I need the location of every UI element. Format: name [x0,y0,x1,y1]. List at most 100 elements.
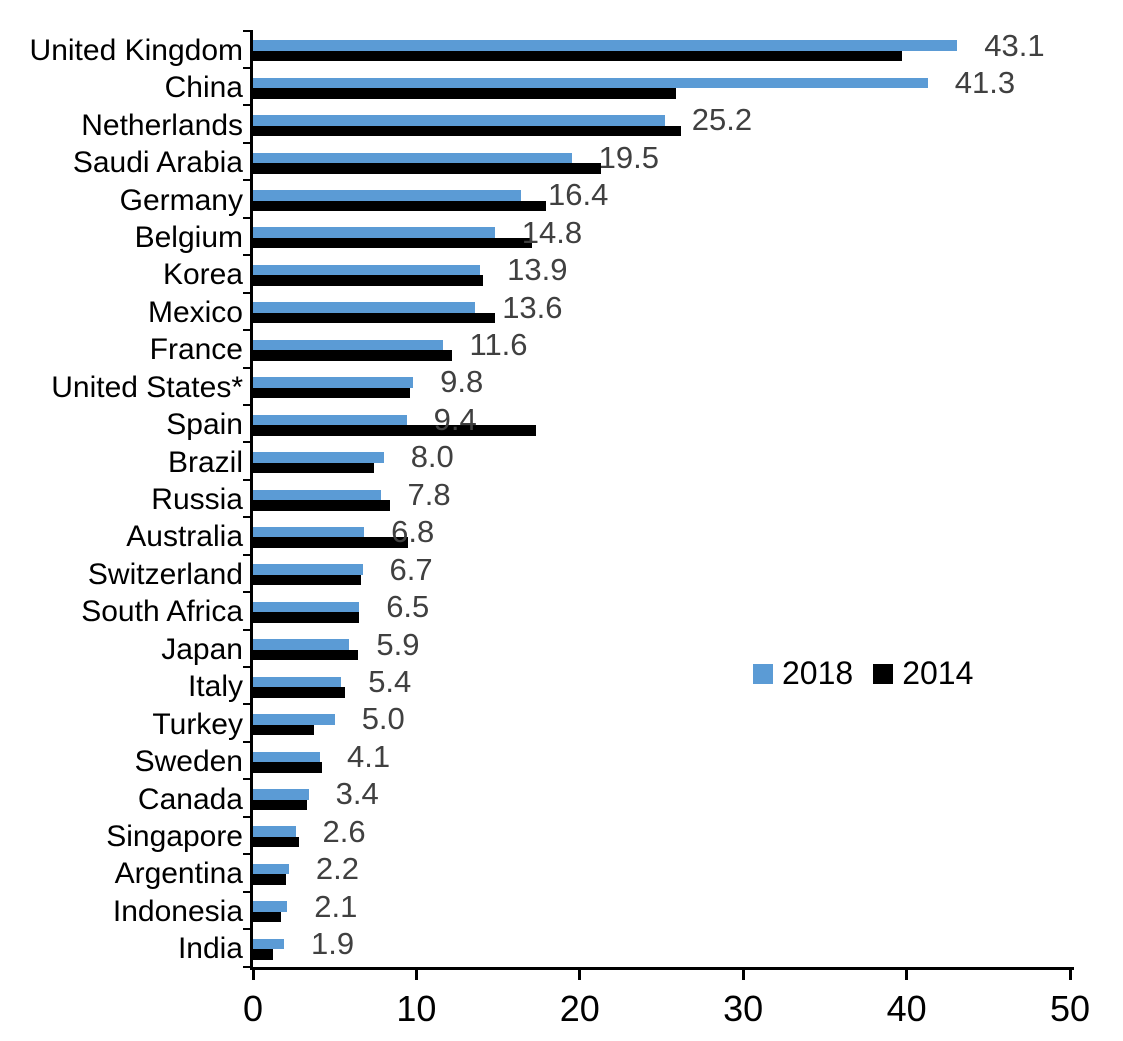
category-label: Turkey [152,707,243,741]
legend-label-2018: 2018 [782,655,854,691]
category-tick [243,666,253,668]
legend-item-2014: 2014 [873,655,973,692]
bar-2014 [253,312,495,324]
category-label: Belgium [134,220,243,254]
bar-2018 [253,601,360,613]
bar-2014 [253,200,546,211]
category-tick [243,66,253,69]
value-label: 13.6 [502,289,563,325]
category-tick [243,29,253,32]
x-tick-label: 50 [1049,988,1091,1029]
value-label: 2.1 [314,888,358,924]
category-label: Netherlands [81,108,243,142]
category-label: United States* [51,370,243,404]
category-label: Spain [166,408,243,442]
bar-2014 [253,612,360,623]
x-axis-tick [741,966,745,980]
category-label: South Africa [81,595,243,629]
value-label: 2.2 [315,851,359,887]
x-tick-label: 0 [242,988,264,1029]
bar-2018 [253,152,572,163]
bar-2018 [253,751,320,763]
value-label: 14.8 [521,214,583,250]
category-tick [243,441,253,444]
bar-2018 [253,227,495,238]
bar-2018 [253,714,335,725]
y-axis-line [250,30,253,970]
category-label: Singapore [106,819,243,853]
bar-2014 [253,649,358,661]
category-label: Japan [161,632,243,666]
category-label: China [164,71,243,105]
bar-2014 [253,425,536,436]
category-label: Germany [119,183,243,217]
bar-2018 [253,863,289,875]
category-tick [243,478,253,481]
category-label: Switzerland [87,557,243,591]
value-label: 6.7 [389,551,433,587]
value-label: 6.8 [391,514,435,550]
category-tick [243,853,253,856]
bar-2014 [253,387,410,399]
bar-2014 [253,50,902,62]
category-tick [243,366,253,369]
x-axis-tick [1068,966,1072,980]
bar-2018 [253,190,521,201]
value-label: 19.5 [598,139,659,175]
bar-2014 [253,836,299,848]
bar-2014 [253,163,601,174]
bar-2014 [253,125,682,137]
category-label: France [149,333,243,367]
bar-2014 [253,237,533,249]
x-axis-line [250,966,1074,970]
bar-2014 [253,574,361,586]
bar-2014 [253,799,307,810]
bar-2014 [253,88,677,99]
legend-item-2018: 2018 [753,655,853,692]
value-label: 4.1 [347,738,391,774]
value-label: 43.1 [984,27,1045,63]
legend-label-2014: 2014 [902,655,974,691]
value-label: 5.4 [368,663,412,699]
bar-2018 [253,339,443,351]
category-tick [243,778,253,781]
category-tick [243,179,253,182]
bar-2018 [253,452,384,463]
category-tick [243,628,253,631]
value-label: 16.4 [548,177,609,213]
category-label: India [177,932,243,966]
bar-2014 [253,724,314,736]
x-axis-tick [414,966,418,980]
value-label: 11.6 [469,327,528,362]
bar-2018 [253,489,381,500]
category-tick [243,591,253,594]
chart-legend: 2018 2014 [753,655,973,692]
x-axis-tick [905,966,909,980]
value-label: 1.9 [311,926,355,961]
bar-2018 [253,901,288,912]
value-label: 7.8 [407,476,451,512]
bar-2018 [253,639,350,650]
category-label: Italy [187,670,243,704]
category-tick [243,403,253,406]
bar-2018 [253,526,365,538]
value-label: 25.2 [691,102,753,138]
bar-2014 [253,874,286,885]
category-tick [243,703,253,706]
category-tick [243,553,253,556]
bar-2018 [253,789,309,800]
category-label: United Kingdom [29,33,243,67]
x-axis-tick [251,966,255,980]
value-label: 2.6 [322,813,366,849]
x-tick-label: 30 [723,988,764,1029]
category-label: Argentina [114,857,243,891]
category-label: Indonesia [112,894,243,928]
bar-2018 [253,414,407,426]
bar-2018 [253,302,476,313]
bar-2018 [253,77,928,89]
value-label: 9.8 [440,364,484,400]
value-label: 41.3 [954,64,1016,100]
category-label: Saudi Arabia [72,146,243,179]
x-tick-label: 20 [559,988,600,1029]
